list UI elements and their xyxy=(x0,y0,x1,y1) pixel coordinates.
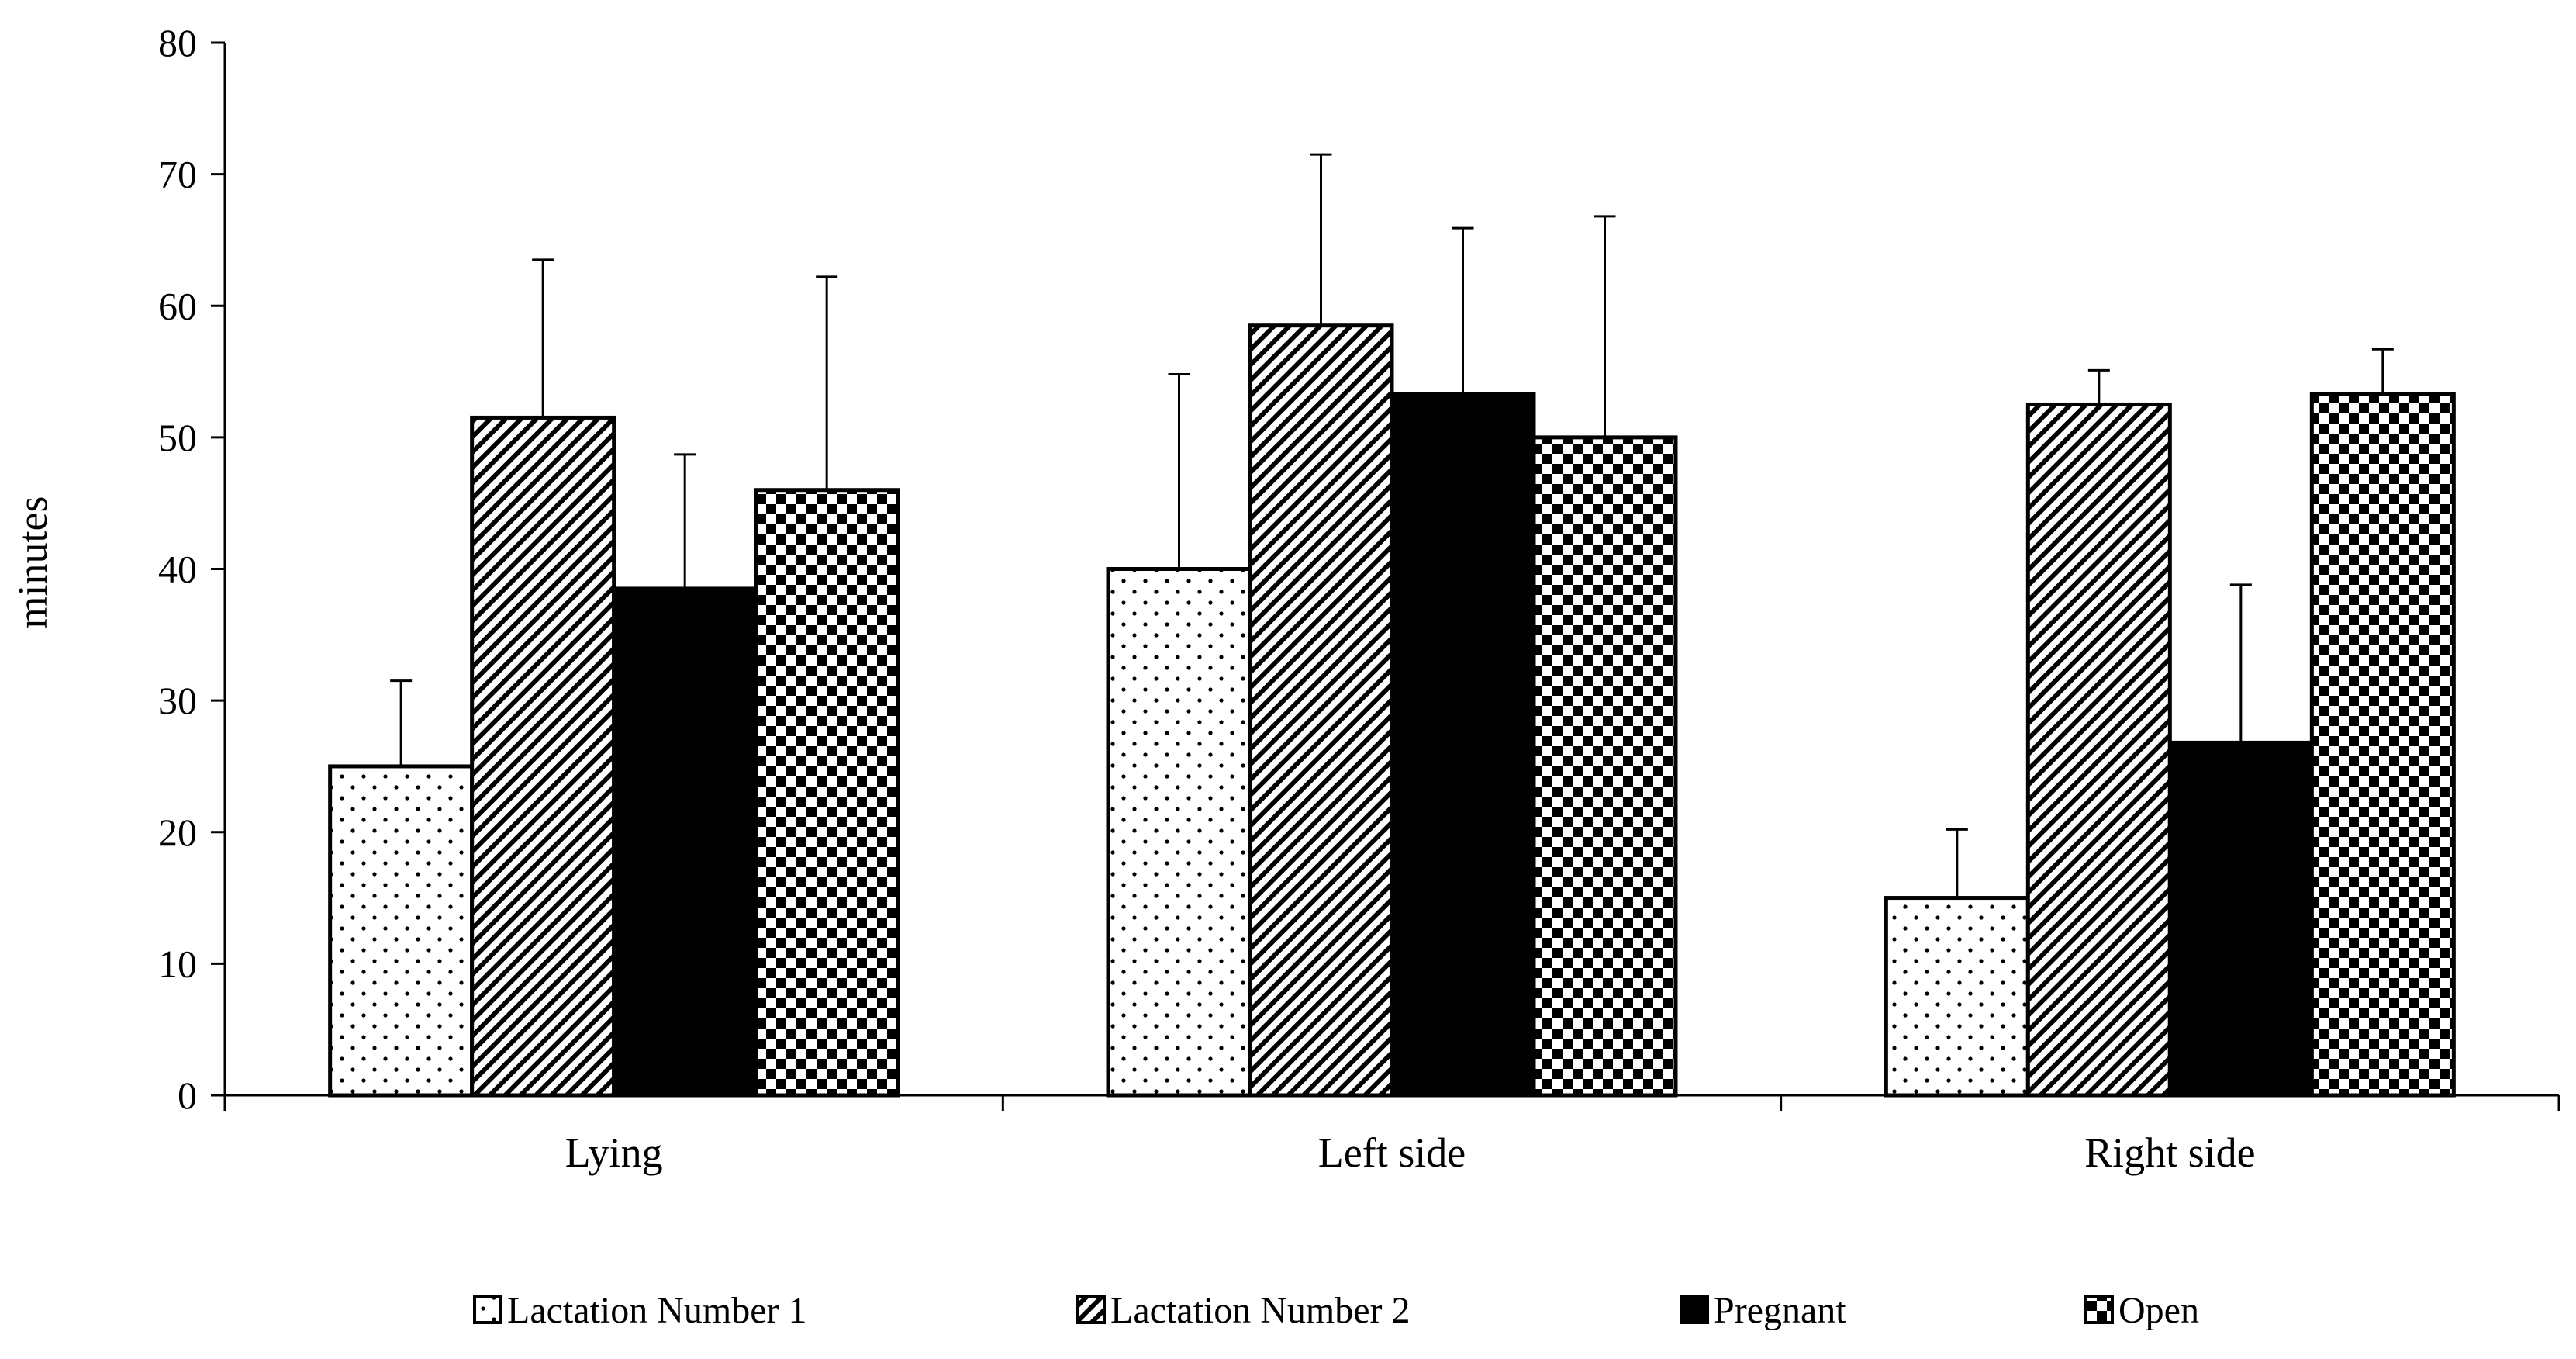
category-label: Right side xyxy=(2084,1129,2256,1176)
y-tick-label: 10 xyxy=(158,942,197,985)
y-tick-labels: 0 10 20 30 40 50 60 70 80 xyxy=(158,21,197,1117)
legend-swatch-dots xyxy=(473,1295,502,1324)
y-tick-label: 60 xyxy=(158,284,197,327)
legend-label: Pregnant xyxy=(1714,1290,1846,1331)
category-labels: Lying Left side Right side xyxy=(565,1129,2256,1176)
bar-solid xyxy=(2167,740,2314,1098)
bar-checker xyxy=(1531,435,1678,1098)
bar-diagonal xyxy=(2025,402,2172,1098)
category-label: Left side xyxy=(1318,1129,1466,1176)
legend-swatch-solid xyxy=(1680,1295,1709,1324)
y-tick-label: 40 xyxy=(158,548,197,591)
bar-solid xyxy=(612,586,758,1098)
bars xyxy=(328,323,2456,1098)
y-tick-label: 30 xyxy=(158,679,197,722)
y-tick-label: 50 xyxy=(158,416,197,459)
legend-label: Lactation Number 2 xyxy=(1110,1290,1411,1331)
legend-swatch-diagonal xyxy=(1076,1295,1106,1324)
bar-checker xyxy=(2309,392,2456,1098)
y-tick-label: 80 xyxy=(158,21,197,64)
y-tick-label: 70 xyxy=(158,153,197,196)
category-label: Lying xyxy=(565,1129,663,1176)
bar-diagonal xyxy=(470,415,616,1098)
legend-label: Open xyxy=(2118,1290,2199,1331)
y-tick-label: 20 xyxy=(158,811,197,854)
legend: Lactation Number 1 Lactation Number 2 Preg… xyxy=(473,1290,2199,1331)
bar-dots xyxy=(1884,896,2030,1098)
bar-dots xyxy=(1106,567,1252,1098)
bar-solid xyxy=(1390,392,1536,1098)
legend-swatch-checker xyxy=(2084,1295,2114,1324)
bar-dots xyxy=(328,764,475,1098)
y-axis-title: minutes xyxy=(9,496,56,629)
bar-checker xyxy=(754,488,900,1098)
legend-label: Lactation Number 1 xyxy=(507,1290,807,1331)
error-bars xyxy=(390,153,2394,898)
bar-diagonal xyxy=(1248,323,1394,1098)
y-tick-label: 0 xyxy=(178,1074,197,1117)
